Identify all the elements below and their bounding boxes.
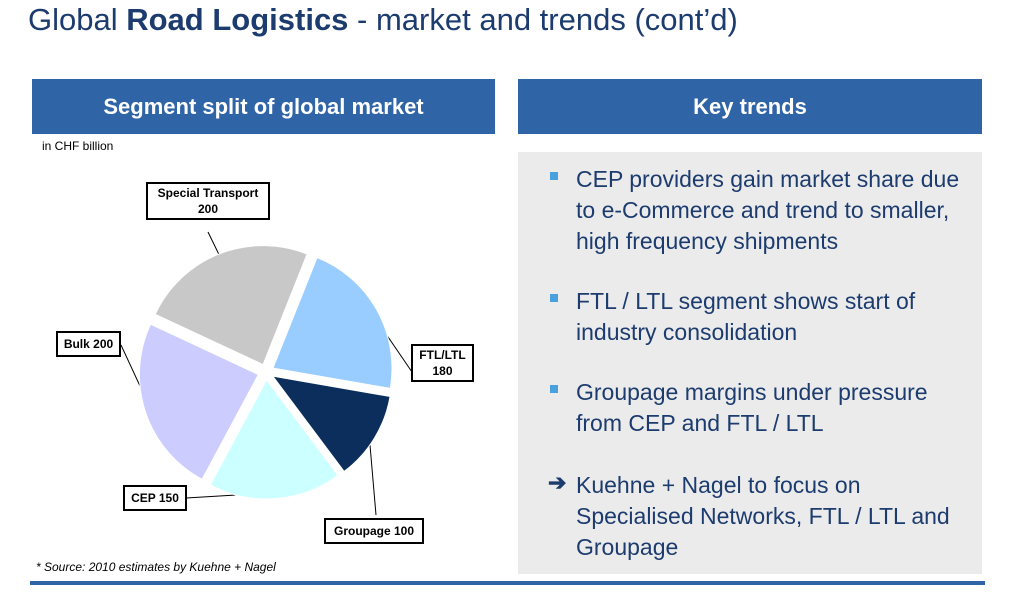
callout-special-label: Special Transport [157, 186, 259, 200]
arrow-right-icon: ➔ [548, 470, 567, 495]
callout-special-value: 200 [197, 202, 219, 216]
bullet-icon [550, 172, 558, 180]
leader-line [368, 435, 377, 516]
bullet-icon [550, 385, 558, 393]
key-trends-header: Key trends [518, 79, 982, 134]
page-title: Global Road Logistics - market and trend… [28, 2, 738, 37]
callout-groupage: Groupage 100 [324, 518, 424, 544]
callout-bulk: Bulk 200 [56, 331, 121, 357]
pie-slice-special-transport [154, 245, 308, 366]
segment-split-header: Segment split of global market [32, 79, 495, 134]
trend-item-4: Kuehne + Nagel to focus on Specialised N… [576, 472, 950, 560]
pie-slice-ftl-ltl [272, 256, 393, 389]
pie-slice-cep [209, 379, 339, 500]
source-note: * Source: 2010 estimates by Kuehne + Nag… [36, 560, 276, 574]
trend-item-2: FTL / LTL segment shows start of industr… [576, 288, 916, 345]
bottom-rule [30, 581, 985, 585]
callout-ftl-value: 180 [432, 364, 453, 378]
callout-ftl-ltl: FTL/LTL 180 [411, 344, 474, 382]
callout-special-transport: Special Transport 200 [146, 182, 270, 220]
callout-ftl-label: FTL/LTL [419, 348, 466, 362]
pie-slice-bulk [138, 323, 260, 481]
callout-cep: CEP 150 [123, 485, 187, 511]
trend-item-3: Groupage margins under pressure from CEP… [576, 379, 928, 436]
trend-item-1: CEP providers gain market share due to e… [576, 166, 960, 254]
bullet-icon [550, 294, 558, 302]
unit-note: in CHF billion [42, 139, 114, 153]
pie-slice-groupage [271, 375, 391, 473]
key-trends-panel: CEP providers gain market share due to e… [518, 152, 982, 574]
